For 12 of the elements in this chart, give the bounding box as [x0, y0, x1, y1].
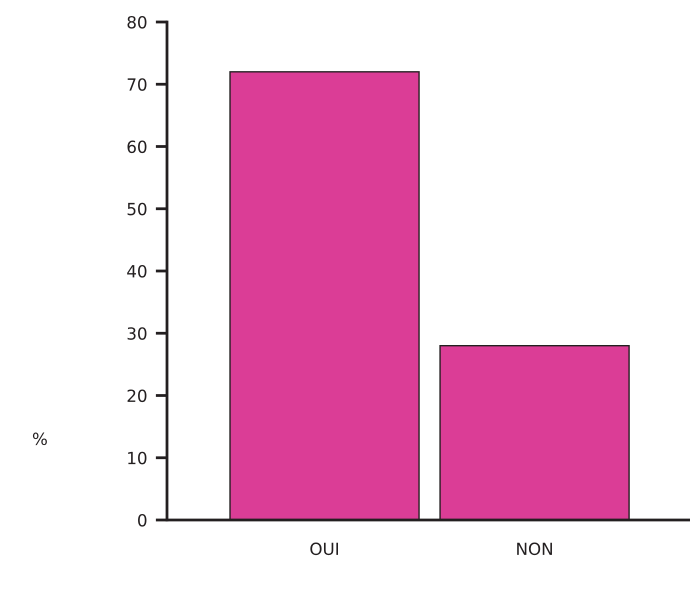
y-tick-label: 20 — [128, 389, 146, 402]
x-tick-label: NON — [517, 542, 552, 556]
x-tick-label: OUI — [310, 542, 338, 556]
y-tick-label: 30 — [128, 327, 146, 340]
y-axis-title: % — [32, 432, 47, 446]
y-tick-label: 80 — [127, 16, 146, 29]
y-tick-label: 60 — [128, 140, 146, 154]
y-tick-label: 50 — [128, 202, 146, 216]
y-tick-label: 0 — [138, 514, 146, 527]
y-tick-label: 10 — [128, 452, 146, 464]
y-tick-label: 70 — [128, 78, 146, 91]
y-tick-label: 40 — [127, 264, 146, 278]
